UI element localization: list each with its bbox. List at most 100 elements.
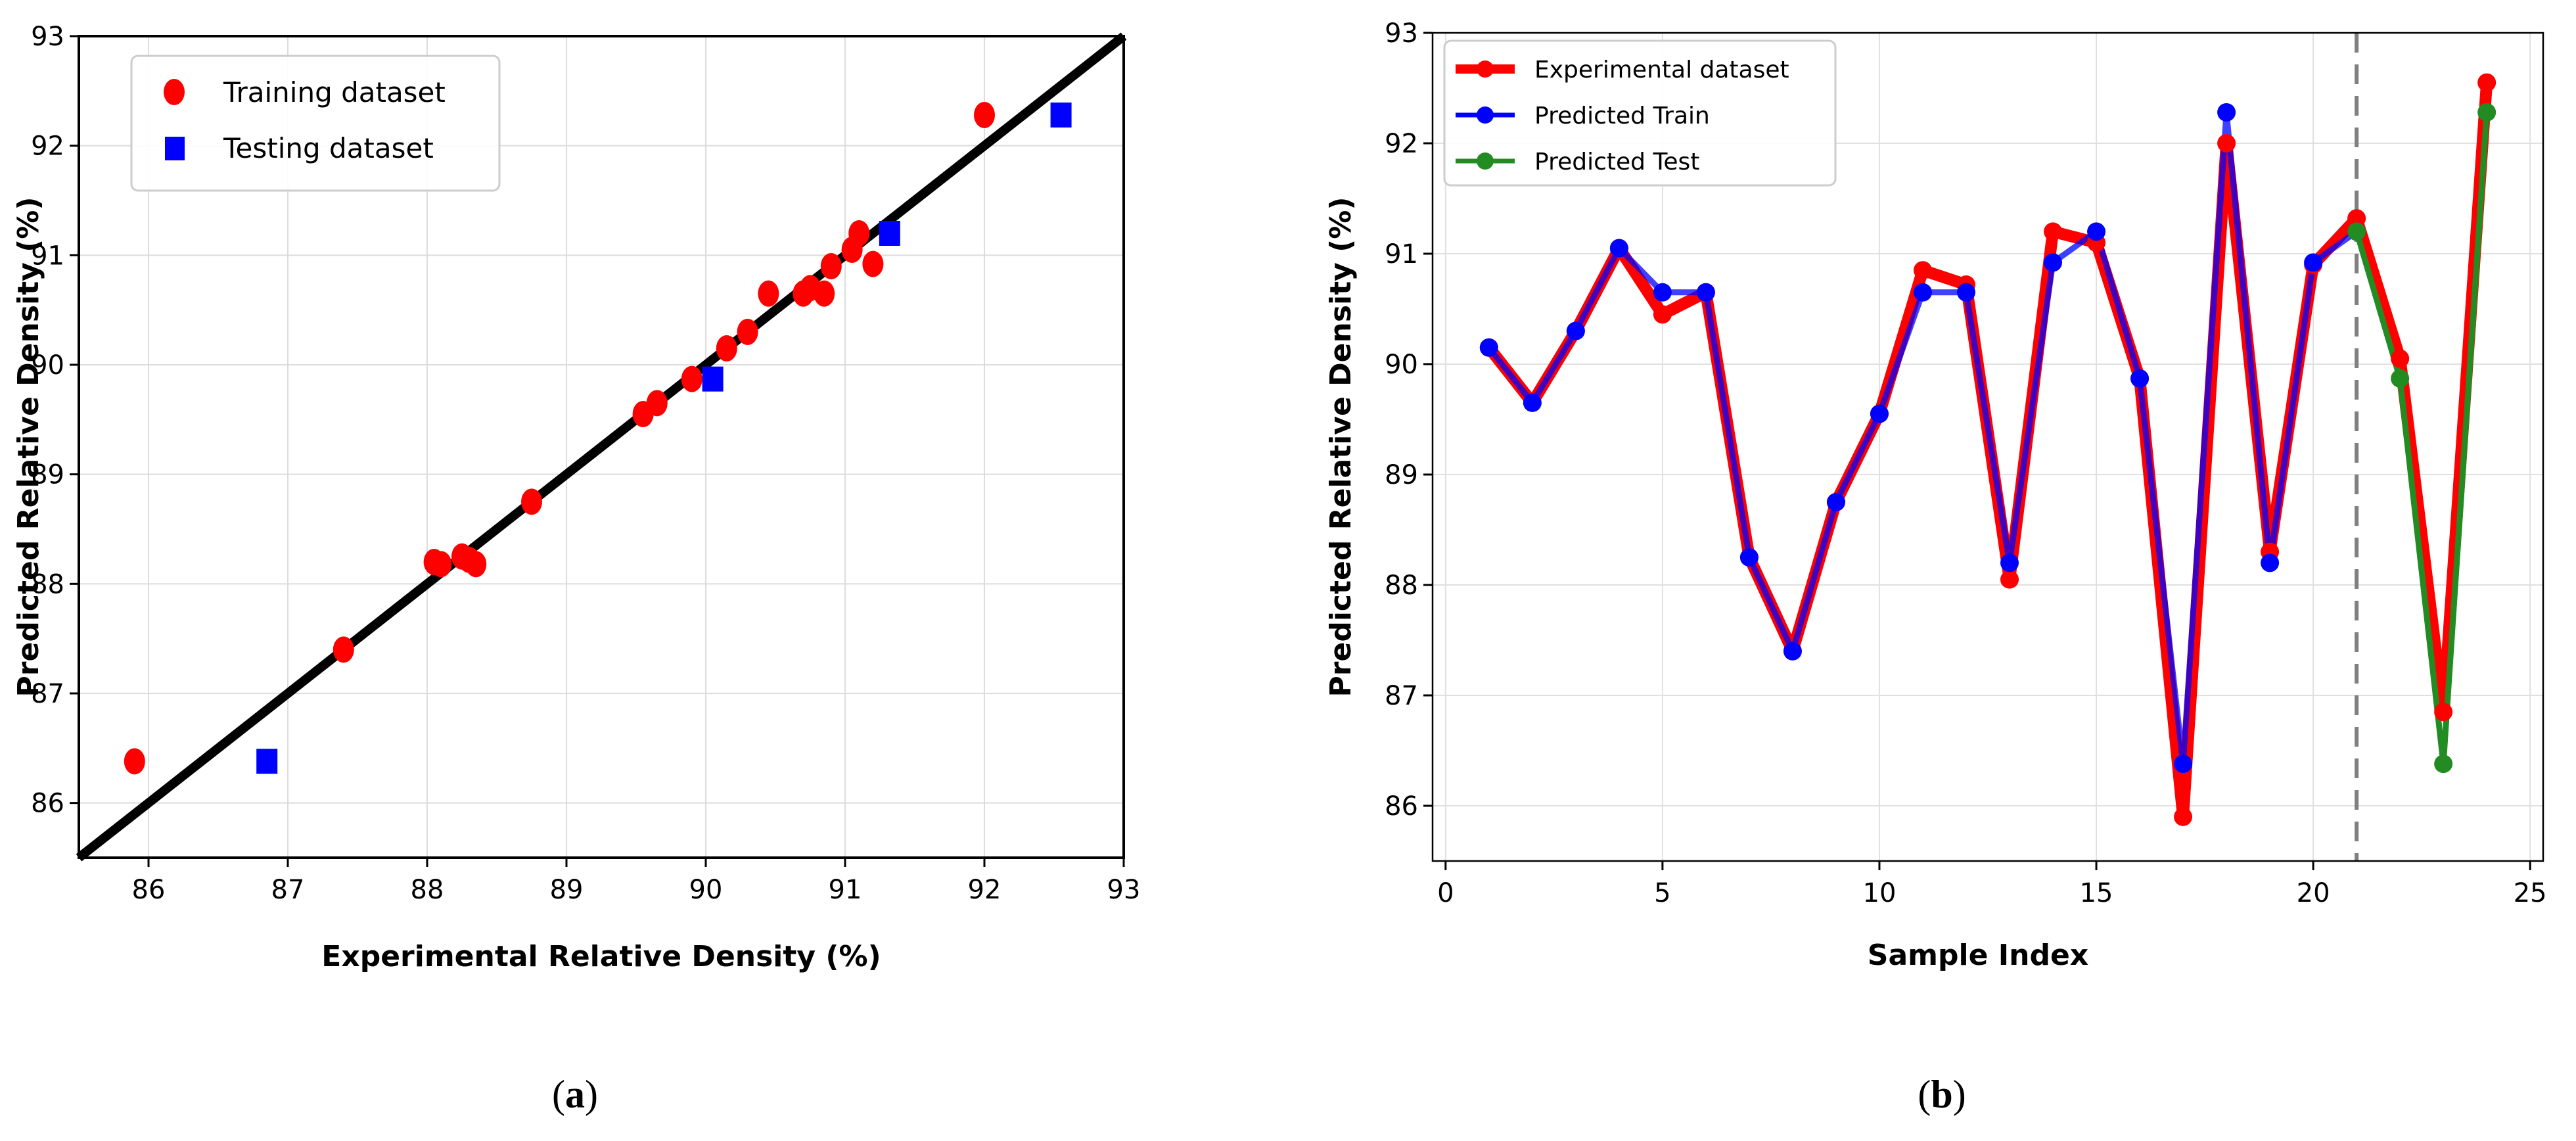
point-training-dataset <box>333 636 354 663</box>
panel-a-y-tick-label: 91 <box>31 241 64 271</box>
point-predicted-train <box>1566 321 1585 340</box>
point-predicted-train <box>1870 404 1889 423</box>
point-predicted-train <box>2087 222 2106 241</box>
panel-a-x-tick-label: 89 <box>550 875 584 905</box>
point-predicted-train <box>2174 755 2193 774</box>
panel-a-legend: Training dataset Testing dataset <box>130 55 501 192</box>
point-predicted-test <box>2434 755 2453 774</box>
point-predicted-train <box>2130 369 2150 388</box>
legend-training-marker <box>164 79 185 105</box>
legend-predicted-train-marker <box>1477 106 1494 124</box>
point-predicted-train <box>1913 283 1932 302</box>
legend-testing-label: Testing dataset <box>223 132 434 164</box>
point-training-dataset <box>974 102 995 128</box>
point-training-dataset <box>758 280 779 307</box>
panel-b-y-tick-label: 88 <box>1385 570 1418 601</box>
panel-b-y-tick-label: 90 <box>1385 350 1418 380</box>
panel-a-reference-line-group <box>76 32 1127 862</box>
point-experimental-dataset <box>2477 73 2496 92</box>
legend-predicted-test-marker <box>1477 152 1494 170</box>
panel-b-caption-letter: b <box>1931 1073 1952 1116</box>
point-predicted-train <box>2000 553 2019 572</box>
point-training-dataset <box>862 250 884 277</box>
panel-b-x-tick-label: 10 <box>1863 878 1897 908</box>
point-experimental-dataset <box>2044 222 2063 241</box>
legend-predicted-train-label: Predicted Train <box>1534 103 1710 129</box>
panel-a-x-tick-label: 92 <box>968 875 1001 905</box>
point-training-dataset <box>814 280 835 307</box>
point-predicted-train <box>2261 553 2280 572</box>
point-predicted-train <box>1609 239 1628 258</box>
panel-a-x-tick-label: 93 <box>1107 875 1141 905</box>
panel-a-x-tick-label: 91 <box>829 875 862 905</box>
point-predicted-train <box>2304 253 2323 272</box>
point-predicted-test <box>2477 103 2496 122</box>
point-experimental-dataset <box>2434 703 2453 722</box>
point-predicted-train <box>1523 393 1542 412</box>
panel-a-caption-letter: a <box>565 1073 585 1116</box>
legend-testing-marker <box>165 137 185 160</box>
point-experimental-dataset <box>1653 305 1672 324</box>
panel-b-caption: (b) <box>1918 1073 1966 1116</box>
panel-a-x-tick-label: 88 <box>411 875 444 905</box>
panel-b-x-tick-label: 5 <box>1654 878 1670 908</box>
point-experimental-dataset <box>2217 134 2236 152</box>
panel-b-y-ticks: 86 87 88 89 90 91 92 93 <box>1385 18 1433 822</box>
legend-training-label: Training dataset <box>223 76 446 108</box>
panel-a-y-axis-label: Predicted Relative Density (%) <box>12 197 45 697</box>
legend-experimental-label: Experimental dataset <box>1534 57 1789 83</box>
line-predicted-test <box>2353 109 2490 767</box>
panel-a-x-tick-label: 90 <box>689 875 723 905</box>
panel-a-x-axis-label: Experimental Relative Density (%) <box>321 940 881 973</box>
point-predicted-test <box>2347 222 2366 241</box>
panel-b-x-ticks: 0 5 10 15 20 25 <box>1437 861 2547 908</box>
panel-b-y-tick-label: 91 <box>1385 239 1418 269</box>
panel-b-x-tick-label: 15 <box>2080 878 2113 908</box>
point-experimental-dataset <box>2000 570 2019 589</box>
point-testing-dataset <box>879 221 900 246</box>
panel-b-y-tick-label: 87 <box>1385 681 1418 711</box>
panel-a-caption: (a) <box>552 1073 598 1116</box>
panel-b-x-tick-label: 0 <box>1437 878 1454 908</box>
point-training-dataset <box>430 551 452 578</box>
point-predicted-train <box>1653 283 1672 302</box>
panel-b-x-axis-label: Sample Index <box>1868 939 2088 972</box>
panel-a-y-tick-label: 90 <box>31 350 64 381</box>
point-experimental-dataset <box>2347 209 2366 228</box>
panel-a-x-tick-label: 86 <box>132 875 166 905</box>
panel-b-line-chart: 0 5 10 15 20 25 86 87 88 89 90 91 92 93 Sample Index… <box>1324 18 2547 1116</box>
panel-b-series-points <box>1479 73 2496 826</box>
point-predicted-train <box>1783 641 1802 661</box>
panel-b-legend-box <box>1443 39 1837 187</box>
panel-a-reference-line <box>76 32 1127 862</box>
panel-a-legend-box <box>130 55 501 192</box>
panel-a-y-tick-label: 88 <box>31 569 64 599</box>
point-training-dataset <box>646 390 668 417</box>
panel-a-x-tick-label: 87 <box>271 875 305 905</box>
point-testing-dataset <box>1050 103 1072 128</box>
panel-b-legend: Experimental dataset Predicted Train Pre… <box>1443 39 1837 187</box>
point-predicted-train <box>1826 493 1845 511</box>
panel-b-y-tick-label: 93 <box>1385 18 1418 49</box>
panel-b-x-tick-label: 25 <box>2514 878 2547 908</box>
point-training-dataset <box>848 220 870 246</box>
panel-a-scatter-chart: 86 87 88 89 90 91 92 93 86 87 88 89 90 91 92 93 Experi… <box>12 22 1140 1116</box>
panel-b-y-axis-label: Predicted Relative Density (%) <box>1324 197 1358 697</box>
point-predicted-train <box>1739 548 1759 567</box>
panel-a-y-ticks: 86 87 88 89 90 91 92 93 <box>31 22 79 819</box>
panel-a-axes-frame <box>78 35 1125 859</box>
point-training-dataset <box>681 365 702 392</box>
point-experimental-dataset <box>1913 261 1932 280</box>
point-predicted-train <box>1479 338 1498 357</box>
point-testing-dataset <box>702 366 724 392</box>
panel-a-y-tick-label: 86 <box>31 789 64 819</box>
panel-a-y-tick-label: 93 <box>31 22 64 52</box>
point-predicted-train <box>1956 283 1975 302</box>
panel-b-y-tick-label: 86 <box>1385 791 1418 822</box>
point-training-dataset <box>465 551 487 578</box>
point-predicted-test <box>2391 369 2410 388</box>
panel-a-data-points <box>124 102 1072 775</box>
panel-a-y-tick-label: 92 <box>31 131 64 162</box>
point-experimental-dataset <box>2174 807 2193 826</box>
